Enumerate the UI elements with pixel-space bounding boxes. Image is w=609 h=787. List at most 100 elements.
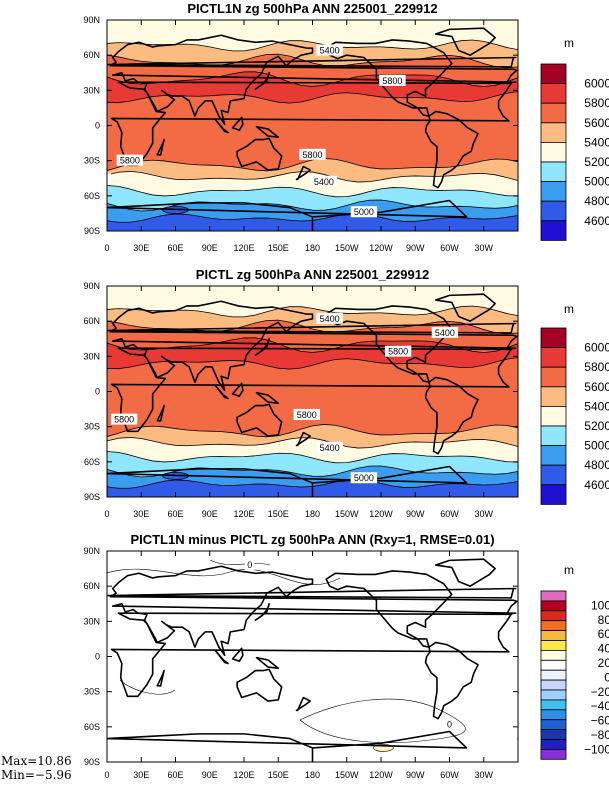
colorbar-units: m — [564, 563, 574, 577]
coastline — [214, 649, 229, 665]
colorbar-label: 60 — [598, 627, 609, 641]
contour-label: 5800 — [297, 410, 317, 420]
contour-label-box — [316, 441, 343, 453]
coastline — [110, 612, 512, 698]
colorbar-swatch — [540, 366, 567, 388]
colorbar-swatch — [540, 630, 567, 641]
contour-band — [107, 424, 518, 449]
lon-tick-label: 120E — [233, 243, 254, 253]
contour-label: 5400 — [314, 177, 334, 187]
colorbar-swatch — [540, 729, 567, 740]
coastline — [231, 382, 244, 397]
colorbar-swatch — [540, 83, 567, 104]
colorbar-panel-2: m 6000 5800 5600 5400 5200 5000 4800 4600 — [540, 302, 609, 505]
diff-contour — [107, 568, 341, 585]
colorbar-swatch — [540, 122, 567, 143]
coastline — [325, 570, 453, 648]
colorbar-label: 4600 — [584, 478, 609, 492]
lon-tick-label: 180 — [305, 243, 320, 253]
coastline — [156, 404, 165, 422]
coastline — [0, 201, 56, 231]
coastline — [0, 467, 56, 497]
coastline — [25, 28, 84, 55]
contour-label-box — [116, 154, 144, 166]
contour-band — [107, 185, 518, 211]
contour-line — [107, 465, 518, 478]
contour-label-box — [316, 312, 343, 324]
contour-label-box — [293, 408, 320, 420]
contour-band — [107, 320, 518, 353]
coastline — [156, 669, 165, 687]
lat-tick-label: 0 — [95, 387, 100, 397]
lon-tick-label: 150E — [268, 770, 289, 780]
colorbar-swatch — [540, 200, 567, 222]
colorbar-swatch — [540, 709, 567, 721]
colorbar-swatch — [540, 464, 567, 486]
colorbar-swatch — [540, 610, 567, 622]
lat-tick-label: 30N — [83, 85, 100, 95]
lat-tick-label: 60N — [83, 581, 100, 591]
coastline — [568, 406, 575, 421]
lat-tick-label: 30S — [84, 156, 100, 166]
lon-tick-label: 150W — [335, 509, 359, 519]
colorbar-label: 5400 — [584, 135, 609, 149]
colorbar-swatch — [540, 699, 567, 711]
lon-tick-label: 30W — [474, 509, 493, 519]
map-panel-1: PICTL1N zg 500hPa ANN 225001_229912 5400 5… — [0, 1, 519, 253]
colorbar-label: 5200 — [584, 419, 609, 433]
coastline — [295, 165, 312, 181]
colorbar-label: −100 — [584, 742, 609, 756]
coastline — [434, 558, 496, 587]
colorbar-swatch — [540, 220, 567, 241]
coastline — [0, 571, 41, 647]
contour-label-box — [350, 472, 378, 484]
contour-band — [107, 451, 518, 477]
lat-tick-label: 90N — [83, 281, 100, 291]
coastline — [0, 40, 41, 116]
coastline — [107, 199, 468, 231]
colorbar-swatch — [540, 181, 567, 202]
colorbar-label: 4600 — [584, 214, 609, 228]
contour-line — [107, 424, 518, 438]
coastline — [109, 34, 518, 126]
lon-tick-label: 60W — [440, 770, 459, 780]
colorbar-swatch — [540, 620, 567, 632]
contour-band — [107, 286, 518, 317]
colorbar-swatch — [540, 600, 567, 612]
coastline — [424, 110, 479, 189]
lon-tick-label: 120W — [369, 243, 393, 253]
coastline — [231, 647, 244, 662]
coastline — [109, 300, 518, 392]
coastline — [236, 137, 283, 171]
lon-tick-label: 120W — [369, 509, 393, 519]
contour-label: 5400 — [320, 443, 340, 453]
colorbar-label: −80 — [591, 728, 609, 742]
lon-tick-label: 60W — [440, 243, 459, 253]
panel-title-1: PICTL1N zg 500hPa ANN 225001_229912 — [187, 1, 437, 16]
colorbar-label: 5200 — [584, 155, 609, 169]
colorbar-swatch — [540, 425, 567, 447]
contour-label: 5800 — [302, 150, 322, 160]
panel-title-3: PICTL1N minus PICTL zg 500hPa ANN (Rxy=1… — [130, 532, 494, 547]
coastline — [0, 301, 106, 390]
diff-contour — [209, 559, 271, 566]
lon-tick-label: 180 — [305, 509, 320, 519]
colorbar-swatch — [540, 749, 567, 760]
contour-line — [107, 337, 518, 353]
coastline — [107, 322, 517, 334]
colorbar-swatch — [540, 405, 567, 427]
colorbar-swatch — [540, 640, 567, 651]
lon-tick-label: 90W — [406, 770, 425, 780]
colorbar-swatch — [540, 484, 567, 505]
colorbar-label: 4800 — [584, 458, 609, 472]
coastline — [15, 642, 68, 718]
contour-label-box — [431, 326, 459, 338]
contour-label-box — [107, 173, 112, 185]
colorbar-label: 5000 — [584, 175, 609, 189]
colorbar-label: 5800 — [584, 96, 609, 110]
colorbar-label: 5000 — [584, 439, 609, 453]
contour-line — [107, 158, 518, 172]
contour-band — [107, 54, 518, 87]
